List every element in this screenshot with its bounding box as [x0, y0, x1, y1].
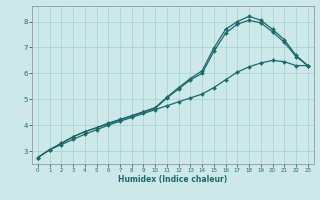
X-axis label: Humidex (Indice chaleur): Humidex (Indice chaleur) [118, 175, 228, 184]
